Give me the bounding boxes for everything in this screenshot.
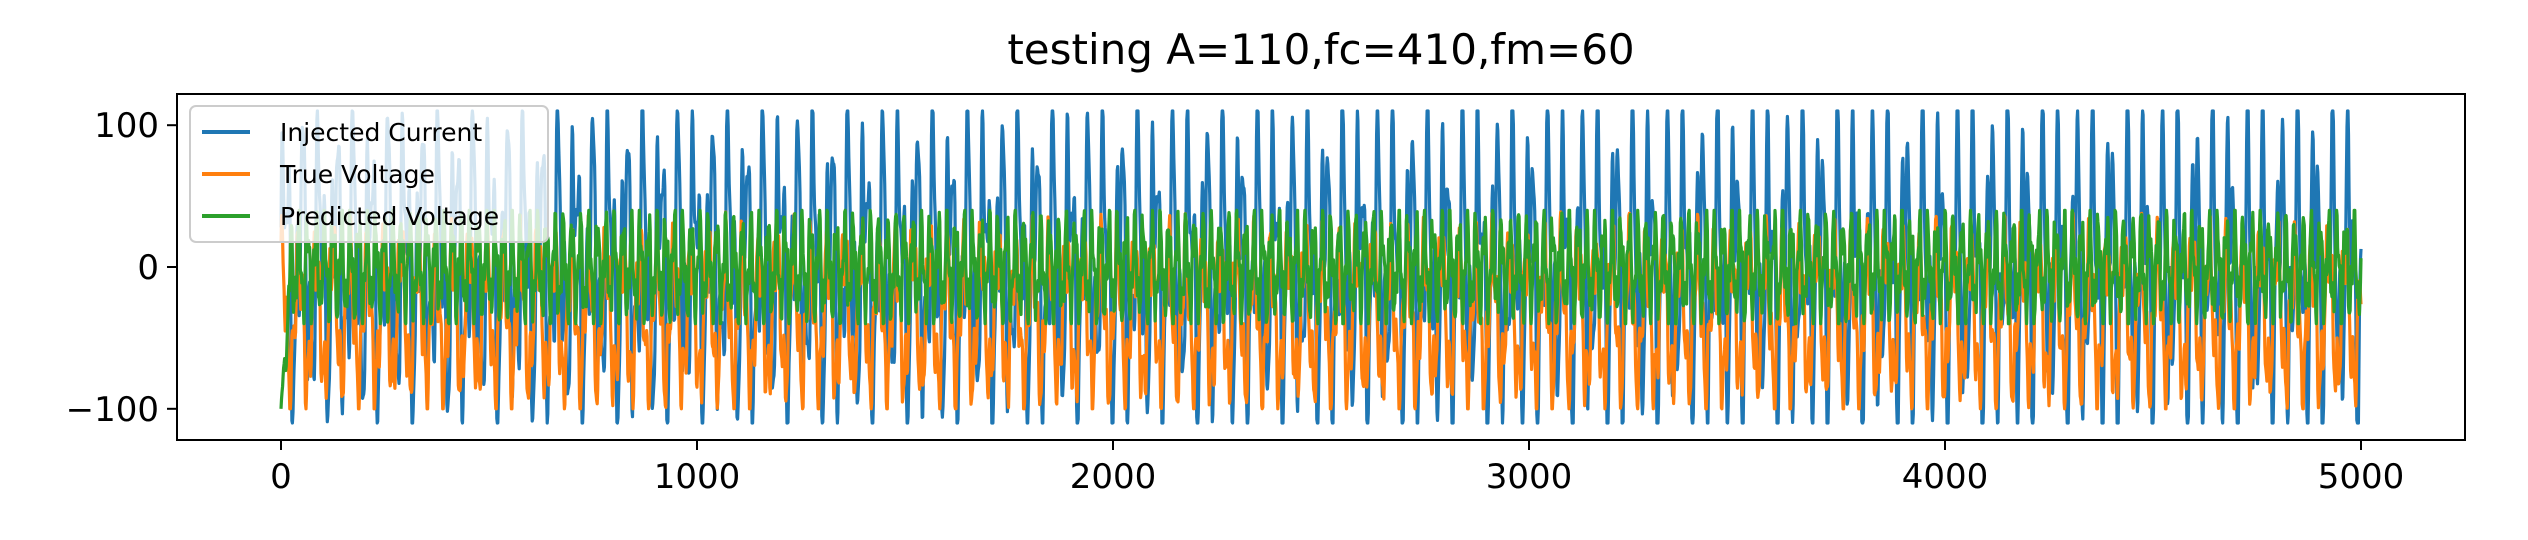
x-tick-label: 3000 xyxy=(1486,457,1573,497)
legend-box xyxy=(189,105,549,243)
series-line-true-voltage xyxy=(279,210,2363,411)
legend-label: Injected Current xyxy=(280,118,482,147)
x-tick-label: 4000 xyxy=(1902,457,1989,497)
legend-label: True Voltage xyxy=(279,160,435,189)
legend: Injected Current True Voltage Predicted Vo… xyxy=(189,105,549,243)
chart-title: testing A=110,fc=410,fm=60 xyxy=(1007,25,1634,74)
x-tick-label: 1000 xyxy=(654,457,741,497)
y-tick-label: −100 xyxy=(66,390,159,430)
x-axis: 0 1000 2000 3000 4000 5000 xyxy=(270,440,2404,497)
series-line-predicted-voltage xyxy=(279,208,2363,409)
plot-area xyxy=(279,109,2363,425)
y-tick-label: 100 xyxy=(94,106,159,146)
x-tick-label: 0 xyxy=(270,457,292,497)
y-tick-label: 0 xyxy=(137,248,159,288)
y-axis: 100 0 −100 xyxy=(66,106,177,430)
x-tick-label: 5000 xyxy=(2318,457,2405,497)
x-tick-label: 2000 xyxy=(1070,457,1157,497)
legend-label: Predicted Voltage xyxy=(280,202,499,231)
